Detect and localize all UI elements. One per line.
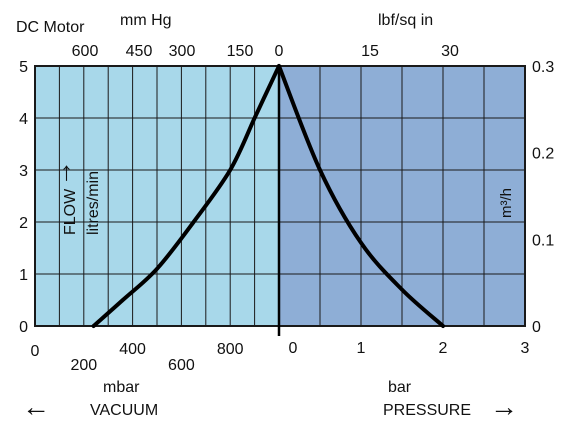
left-tick-label: 1 — [19, 267, 28, 284]
bottom-vacuum-tick-label: 0 — [31, 343, 40, 360]
vacuum-direction-label: VACUUM — [90, 402, 158, 419]
grid-lines — [34, 65, 526, 336]
top-vacuum-axis-label: mm Hg — [120, 12, 172, 29]
bottom-pressure-tick-label: 1 — [357, 340, 366, 357]
up-arrow-icon: ↑ — [60, 156, 73, 186]
top-pressure-tick-label: 15 — [361, 43, 379, 60]
right-tick-label: 0.1 — [532, 232, 554, 249]
right-tick-label: 0.2 — [532, 146, 554, 163]
top-vacuum-tick-label: 600 — [72, 43, 99, 60]
left-tick-label: 3 — [19, 163, 28, 180]
bottom-vacuum-axis-label: mbar — [103, 379, 140, 396]
top-vacuum-tick-label: 0 — [275, 43, 284, 60]
right-arrow-icon: → — [490, 391, 518, 421]
left-tick-label: 0 — [19, 319, 28, 336]
left-tick-label: 5 — [19, 59, 28, 76]
bottom-pressure-tick-label: 0 — [289, 340, 298, 357]
right-tick-label: 0 — [532, 319, 541, 336]
pressure-flow-curve — [277, 64, 445, 328]
bottom-vacuum-tick-label: 400 — [119, 341, 146, 358]
left-tick-label: 4 — [19, 111, 28, 128]
bottom-vacuum-tick-label: 800 — [217, 341, 244, 358]
bottom-vacuum-tick-label: 600 — [168, 357, 195, 374]
left-arrow-icon: ← — [22, 391, 50, 421]
top-vacuum-tick-label: 450 — [126, 43, 153, 60]
top-vacuum-tick-label: 150 — [227, 43, 254, 60]
bottom-vacuum-tick-label: 200 — [70, 357, 97, 374]
top-pressure-axis-label: lbf/sq in — [378, 12, 433, 29]
bottom-pressure-tick-label: 2 — [439, 340, 448, 357]
top-pressure-tick-label: 30 — [441, 43, 459, 60]
bottom-pressure-tick-label: 3 — [521, 340, 530, 357]
bottom-pressure-axis-label: bar — [388, 379, 412, 396]
pressure-direction-label: PRESSURE — [383, 402, 471, 419]
left-axis-label: FLOW — [62, 188, 79, 235]
vacuum-flow-curve — [91, 64, 281, 328]
flow-curves — [91, 64, 445, 328]
left-tick-label: 2 — [19, 215, 28, 232]
chart-title: DC Motor — [16, 19, 85, 36]
right-tick-label: 0.3 — [532, 59, 554, 76]
top-vacuum-tick-label: 300 — [169, 43, 196, 60]
right-axis-label: m³/h — [498, 188, 515, 218]
left-axis-unit: litres/min — [85, 171, 102, 235]
